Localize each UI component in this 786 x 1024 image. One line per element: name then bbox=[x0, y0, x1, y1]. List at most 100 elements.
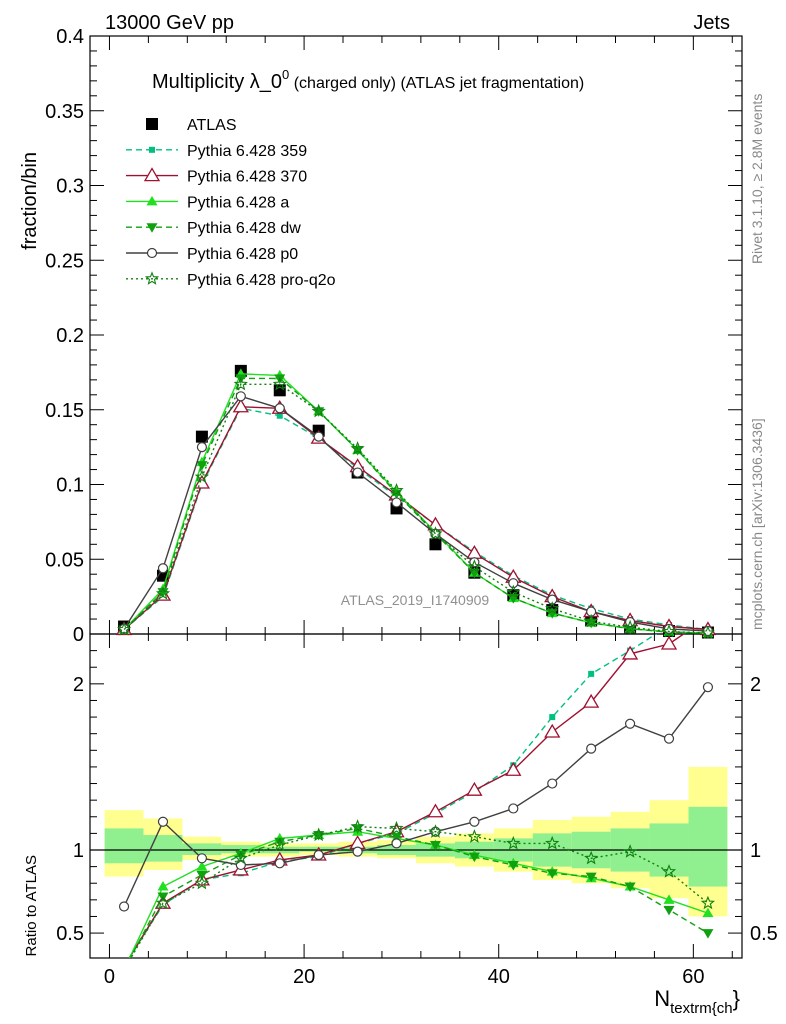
point-pq2o bbox=[194, 469, 210, 484]
legend-marker-p370 bbox=[143, 167, 161, 182]
point-pq2o bbox=[506, 835, 521, 850]
point-pdw bbox=[585, 872, 597, 883]
ratio-frame bbox=[89, 633, 743, 959]
point-pq2o bbox=[700, 625, 716, 640]
ratio-xtick-label: 40 bbox=[488, 966, 510, 988]
point-pdw bbox=[507, 860, 519, 871]
legend-marker-pa bbox=[146, 195, 158, 206]
point-pdw bbox=[468, 852, 480, 863]
point-pdw bbox=[196, 461, 208, 471]
series-line-pq2o bbox=[123, 383, 708, 634]
point-atlas bbox=[429, 538, 442, 551]
series-line-p370 bbox=[123, 406, 708, 631]
point-pa bbox=[702, 907, 714, 918]
point-pq2o bbox=[350, 819, 365, 833]
point-pq2o bbox=[389, 820, 404, 835]
main-ytick-label: 0.1 bbox=[56, 475, 84, 497]
series-line-pdw bbox=[129, 827, 709, 958]
point-pq2o bbox=[661, 864, 677, 878]
point-pp0 bbox=[313, 849, 324, 861]
point-pp0 bbox=[508, 803, 519, 814]
series-line-pp0 bbox=[123, 686, 709, 907]
point-pp0 bbox=[586, 743, 597, 754]
series-line-pp0 bbox=[123, 395, 708, 632]
point-pp0 bbox=[508, 578, 519, 589]
series-p370-ratio bbox=[128, 634, 685, 958]
header-left: 13000 GeV pp bbox=[105, 12, 234, 34]
ratio-ytick-label-right: 2 bbox=[750, 674, 761, 696]
title-sup: 0 bbox=[282, 67, 289, 82]
series-line-pa bbox=[128, 830, 709, 958]
legend-marker-p359 bbox=[149, 146, 155, 153]
xlabel-main: N bbox=[654, 986, 670, 1011]
point-pp0 bbox=[313, 431, 324, 442]
legend-label-pa: Pythia 6.428 a bbox=[187, 194, 289, 211]
point-pp0 bbox=[624, 718, 636, 729]
mcplots-label: mcplots.cern.ch [arXiv:1306.3436] bbox=[749, 418, 765, 630]
point-pq2o bbox=[389, 483, 404, 497]
point-pp0 bbox=[702, 682, 714, 693]
xlabel-tail: } bbox=[733, 986, 740, 1011]
point-pp0 bbox=[157, 563, 169, 574]
main-ytick-label: 0.2 bbox=[56, 325, 84, 347]
point-pdw bbox=[391, 832, 403, 843]
point-pdw bbox=[157, 588, 169, 598]
point-pq2o bbox=[311, 403, 326, 418]
point-p359 bbox=[549, 714, 556, 721]
main-ytick-label: 0.25 bbox=[45, 250, 84, 272]
point-pq2o bbox=[661, 623, 677, 638]
point-pdw bbox=[663, 905, 675, 916]
point-pq2o bbox=[467, 829, 482, 843]
point-pq2o bbox=[622, 619, 638, 634]
point-pq2o bbox=[467, 559, 482, 573]
title-small: (charged only) bbox=[289, 75, 396, 92]
point-pp0 bbox=[274, 403, 285, 414]
plot-title: Multiplicity λ_00 (charged only) (ATLAS … bbox=[152, 67, 584, 93]
main-ytick-label: 0.4 bbox=[56, 26, 84, 48]
point-pp0 bbox=[235, 391, 246, 402]
point-pq2o bbox=[584, 850, 599, 865]
point-p370 bbox=[660, 635, 678, 650]
point-pa bbox=[157, 881, 169, 891]
main-ytick-label: 0.15 bbox=[45, 400, 84, 422]
point-pq2o bbox=[622, 844, 638, 858]
point-p370 bbox=[505, 761, 522, 776]
ratio-ytick-label: 1 bbox=[73, 840, 84, 862]
legend-label-pq2o: Pythia 6.428 pro-q2o bbox=[187, 272, 336, 289]
point-p370 bbox=[544, 723, 561, 738]
point-pdw bbox=[546, 869, 558, 879]
xlabel-sub: textrm{ch bbox=[670, 1000, 733, 1017]
point-p370 bbox=[621, 645, 639, 660]
main-ytick-label: 0 bbox=[73, 624, 84, 646]
point-pq2o bbox=[233, 376, 248, 391]
point-pp0 bbox=[547, 778, 558, 789]
point-pp0 bbox=[196, 442, 208, 453]
legend-label-p359: Pythia 6.428 359 bbox=[187, 143, 307, 160]
band-green-bin bbox=[182, 843, 222, 855]
legend-marker-atlas bbox=[146, 118, 158, 130]
ratio-ytick-label: 0.5 bbox=[56, 923, 84, 945]
point-atlas bbox=[273, 384, 286, 397]
main-ylabel: fraction/bin bbox=[19, 152, 41, 250]
series-line-pq2o bbox=[130, 825, 709, 958]
band-green-bin bbox=[104, 828, 144, 864]
point-p359 bbox=[276, 412, 283, 419]
point-pq2o bbox=[506, 584, 521, 599]
point-pq2o bbox=[155, 895, 171, 910]
point-p370 bbox=[466, 781, 483, 796]
main-ytick-label: 0.3 bbox=[56, 176, 84, 198]
band-green-bin bbox=[143, 835, 183, 862]
point-pp0 bbox=[196, 853, 208, 864]
point-pdw bbox=[429, 841, 441, 851]
ratio-xlabel: Ntextrm{ch} bbox=[654, 986, 740, 1017]
legend-label-atlas: ATLAS bbox=[187, 117, 237, 134]
point-pq2o bbox=[155, 586, 171, 600]
series-line-p359 bbox=[128, 634, 658, 958]
point-p370 bbox=[466, 544, 483, 559]
analysis-watermark: ATLAS_2019_I1740909 bbox=[341, 592, 490, 608]
point-pq2o bbox=[545, 601, 560, 615]
point-p359 bbox=[588, 670, 595, 677]
legend-label-pdw: Pythia 6.428 dw bbox=[187, 220, 301, 237]
point-pq2o bbox=[545, 835, 560, 850]
